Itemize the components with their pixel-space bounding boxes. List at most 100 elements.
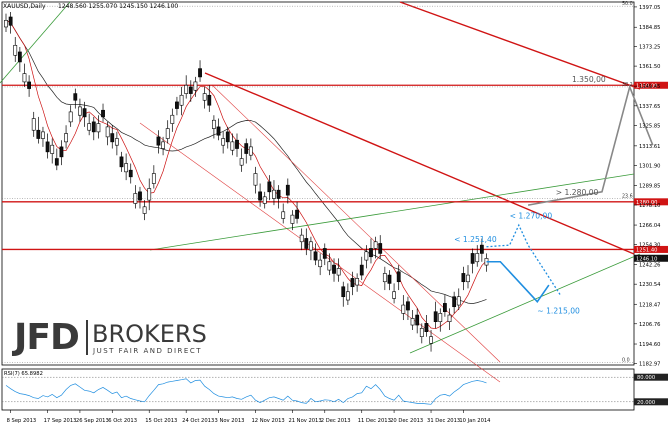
candle-bear bbox=[267, 181, 272, 193]
candle-bear bbox=[350, 278, 355, 288]
rsi-line bbox=[5, 378, 487, 405]
candle-bear bbox=[235, 139, 239, 149]
ohlc-header: 1248.560 1255.070 1245.150 1246.100 bbox=[58, 3, 178, 10]
candle-bull bbox=[31, 118, 36, 131]
y-tick-label: 1278.10 bbox=[639, 203, 660, 209]
x-tick-label: 24 Oct 2013 bbox=[182, 418, 214, 424]
candle-bull bbox=[239, 158, 244, 166]
x-tick-label: 17 Sep 2013 bbox=[44, 418, 77, 424]
level-label: 1350.00 bbox=[636, 83, 657, 89]
candle-bull bbox=[272, 189, 276, 199]
y-tick-label: 1206.76 bbox=[639, 322, 660, 328]
candle-bear bbox=[156, 136, 161, 146]
watermark-divider bbox=[86, 320, 88, 355]
candle-bear bbox=[295, 209, 299, 219]
candle-bear bbox=[119, 156, 124, 168]
scenario-path-bearish bbox=[486, 260, 550, 303]
candle-bull bbox=[161, 141, 165, 149]
ma-fast-line bbox=[5, 19, 487, 330]
x-tick-label: 31 Dec 2013 bbox=[427, 418, 460, 424]
trendline-upper-channel bbox=[399, 1, 641, 90]
candle-bear bbox=[415, 314, 420, 326]
candle-bull bbox=[22, 73, 27, 83]
candle-bear bbox=[470, 253, 475, 264]
candle-bull bbox=[87, 123, 92, 131]
x-tick-label: 12 Nov 2013 bbox=[251, 418, 284, 424]
level-label: 1280.00 bbox=[636, 200, 657, 206]
x-tick-label: 20 Dec 2013 bbox=[390, 418, 423, 424]
candle-bull bbox=[151, 173, 156, 184]
candle-bear bbox=[442, 303, 447, 313]
y-tick-label: 1182.97 bbox=[639, 361, 660, 367]
trendline-early bbox=[0, 1, 71, 84]
candle-bear bbox=[359, 264, 364, 276]
candle-bear bbox=[322, 248, 327, 259]
candle-bull bbox=[382, 273, 387, 283]
candle-bull bbox=[212, 119, 216, 129]
candle-bull bbox=[142, 206, 147, 214]
candle-bull bbox=[290, 214, 295, 224]
candle-bear bbox=[59, 146, 64, 158]
candle-bull bbox=[165, 128, 170, 139]
candle-bull bbox=[429, 336, 433, 344]
level-label-box bbox=[634, 198, 668, 206]
y-tick-label: 1313.61 bbox=[639, 144, 660, 150]
candle-bull bbox=[410, 318, 415, 326]
candle-bear bbox=[341, 286, 346, 298]
level-label-box bbox=[634, 245, 668, 253]
current-price-box bbox=[634, 254, 668, 262]
candle-bull bbox=[64, 133, 68, 143]
y-tick-label: 1361.50 bbox=[639, 64, 660, 70]
scenario-annotation: > 1.280,00 bbox=[556, 188, 599, 197]
fib-label: 23.6 bbox=[622, 193, 633, 199]
watermark-logo: JFD BROKERS JUST FAIR AND DIRECT bbox=[11, 317, 207, 358]
candle-bull bbox=[401, 304, 406, 314]
candle-bear bbox=[276, 189, 281, 199]
trendline-resistance bbox=[204, 72, 635, 255]
y-tick-label: 1337.65 bbox=[639, 104, 660, 110]
candle-bear bbox=[110, 133, 115, 143]
price-panel-frame bbox=[1, 1, 635, 366]
candle-bear bbox=[285, 184, 290, 196]
y-tick-label: 1230.54 bbox=[639, 282, 661, 288]
y-tick-label: 1384.85 bbox=[639, 25, 660, 31]
candle-bull bbox=[96, 123, 101, 133]
candle-bear bbox=[45, 141, 50, 153]
current-price-label: 1246.10 bbox=[636, 256, 657, 262]
candle-bull bbox=[114, 138, 119, 146]
candle-bear bbox=[304, 238, 309, 249]
scenario-annotation: ~ 1.215,00 bbox=[537, 306, 580, 315]
x-tick-label: 10 Jan 2014 bbox=[459, 418, 491, 424]
y-tick-label: 1242.26 bbox=[639, 263, 660, 269]
scenario-path-alternative bbox=[486, 223, 561, 296]
candle-bull bbox=[253, 173, 258, 186]
symbol-header: XAUUSD,Daily bbox=[3, 3, 46, 10]
candle-bull bbox=[456, 296, 461, 306]
scenario-annotation: 1.350,00 bbox=[572, 75, 606, 84]
candle-bull bbox=[373, 241, 378, 249]
scenario-path-bullish bbox=[527, 84, 654, 206]
y-tick-label: 1194.60 bbox=[639, 342, 660, 348]
candle-bull bbox=[170, 114, 175, 124]
candle-bear bbox=[188, 86, 193, 94]
x-tick-label: 21 Nov 2013 bbox=[288, 418, 321, 424]
candle-bear bbox=[332, 264, 336, 274]
rsi-level-box bbox=[634, 373, 668, 381]
candle-bull bbox=[230, 141, 235, 151]
candle-bear bbox=[36, 129, 41, 139]
y-tick-label: 1254.30 bbox=[639, 243, 660, 249]
candle-bear bbox=[461, 273, 466, 283]
candle-bull bbox=[105, 126, 110, 138]
watermark-brand: JFD bbox=[11, 317, 79, 358]
candle-bull bbox=[147, 188, 152, 201]
x-tick-label: 6 Oct 2013 bbox=[108, 418, 137, 424]
scenario-annotation: < 1.251,40 bbox=[454, 235, 497, 244]
candle-bear bbox=[54, 158, 59, 166]
rsi-level-box bbox=[634, 398, 668, 406]
candle-bull bbox=[68, 111, 73, 123]
candle-bull bbox=[392, 291, 396, 299]
candle-bear bbox=[225, 131, 230, 143]
y-tick-label: 1397.05 bbox=[639, 5, 660, 11]
